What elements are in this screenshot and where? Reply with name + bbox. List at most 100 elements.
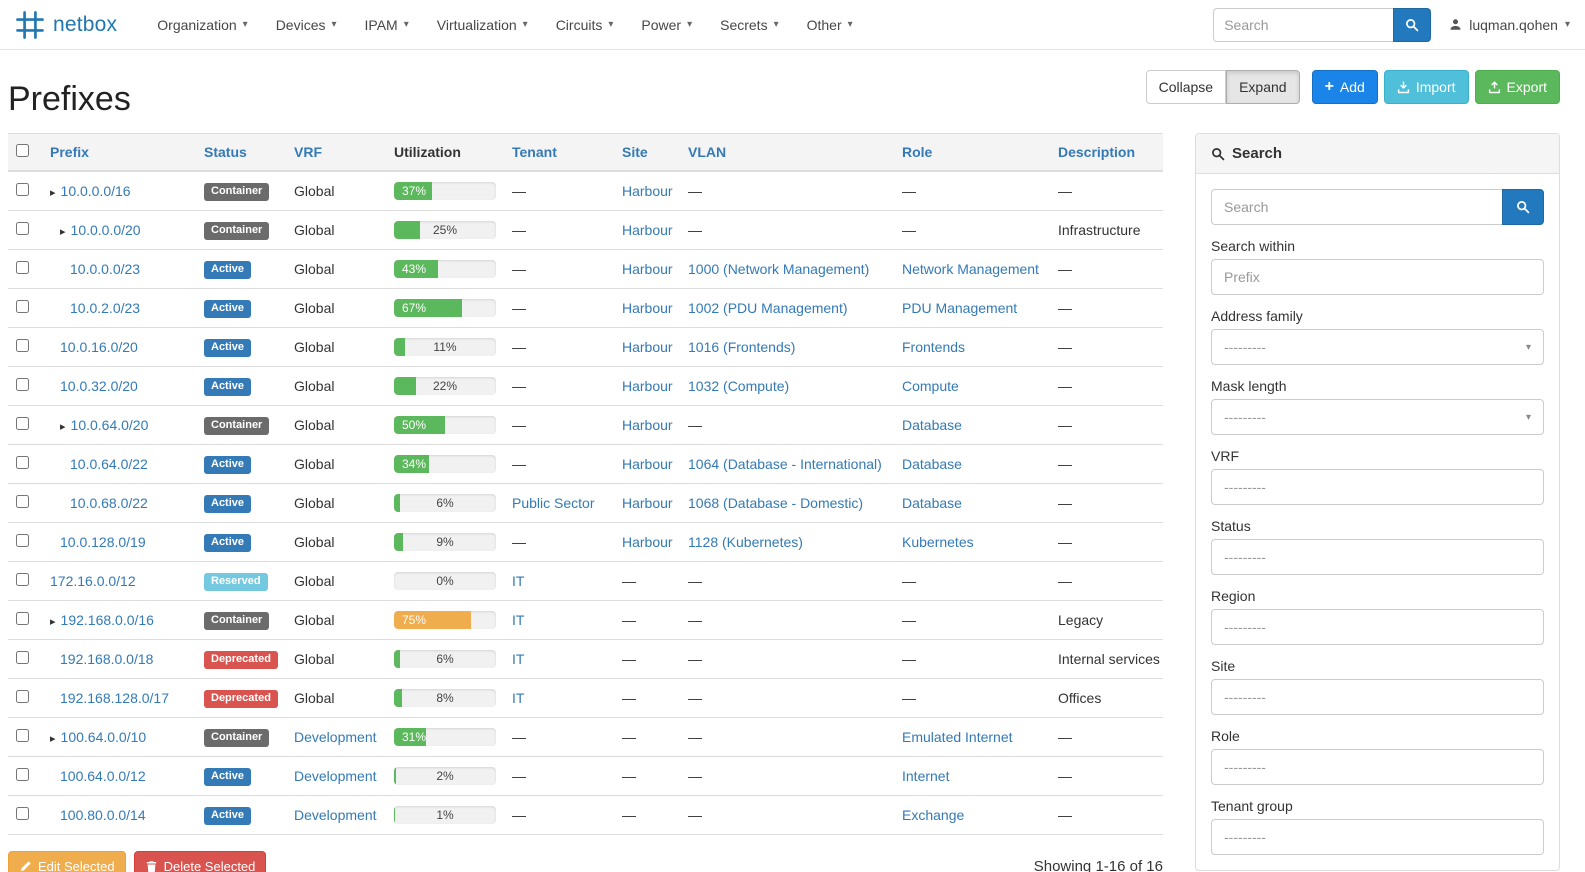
site-link[interactable]: Harbour <box>622 300 673 316</box>
row-checkbox[interactable] <box>16 456 29 469</box>
prefix-link[interactable]: 10.0.0.0/20 <box>70 222 141 238</box>
expand-toggle-icon[interactable]: ▸ <box>50 733 56 745</box>
nav-menu-organization[interactable]: Organization ▾ <box>143 0 261 50</box>
role-link[interactable]: Compute <box>902 378 959 394</box>
prefix-link[interactable]: 192.168.0.0/16 <box>60 612 154 628</box>
filter-input-vrf[interactable] <box>1211 469 1544 505</box>
navbar-search-input[interactable] <box>1213 7 1394 42</box>
expand-toggle-icon[interactable]: ▸ <box>60 421 66 433</box>
vlan-link[interactable]: 1016 (Frontends) <box>688 339 796 355</box>
nav-menu-power[interactable]: Power ▾ <box>627 0 706 50</box>
tenant-link[interactable]: IT <box>512 690 525 706</box>
filter-input-search-within[interactable] <box>1211 259 1544 295</box>
row-checkbox[interactable] <box>16 378 29 391</box>
filter-input-region[interactable] <box>1211 609 1544 645</box>
import-button[interactable]: Import <box>1383 70 1469 104</box>
prefix-link[interactable]: 192.168.0.0/18 <box>60 651 154 667</box>
prefix-link[interactable]: 100.64.0.0/10 <box>60 729 147 745</box>
expand-button[interactable]: Expand <box>1226 70 1300 104</box>
site-link[interactable]: Harbour <box>622 222 673 238</box>
vlan-link[interactable]: 1064 (Database - International) <box>688 456 882 472</box>
vlan-link[interactable]: 1032 (Compute) <box>688 378 790 394</box>
row-checkbox[interactable] <box>16 495 29 508</box>
role-link[interactable]: Database <box>902 417 962 433</box>
add-button[interactable]: + Add <box>1311 70 1378 104</box>
filter-input-site[interactable] <box>1211 679 1544 715</box>
delete-selected-button[interactable]: Delete Selected <box>133 851 267 872</box>
prefix-link[interactable]: 10.0.0.0/23 <box>70 261 141 277</box>
row-checkbox[interactable] <box>16 417 29 430</box>
column-header-prefix[interactable]: Prefix <box>42 133 196 172</box>
column-header-description[interactable]: Description <box>1050 133 1163 172</box>
prefix-link[interactable]: 172.16.0.0/12 <box>50 573 136 589</box>
nav-menu-ipam[interactable]: IPAM ▾ <box>351 0 423 50</box>
row-checkbox[interactable] <box>16 183 29 196</box>
nav-menu-circuits[interactable]: Circuits ▾ <box>542 0 628 50</box>
row-checkbox[interactable] <box>16 612 29 625</box>
column-header-vlan[interactable]: VLAN <box>680 133 894 172</box>
nav-menu-devices[interactable]: Devices ▾ <box>262 0 351 50</box>
vrf-link[interactable]: Development <box>294 729 377 745</box>
vrf-link[interactable]: Development <box>294 807 377 823</box>
vlan-link[interactable]: 1000 (Network Management) <box>688 261 870 277</box>
role-link[interactable]: Kubernetes <box>902 534 974 550</box>
site-link[interactable]: Harbour <box>622 261 673 277</box>
edit-selected-button[interactable]: Edit Selected <box>8 851 126 872</box>
row-checkbox[interactable] <box>16 573 29 586</box>
row-checkbox[interactable] <box>16 339 29 352</box>
site-link[interactable]: Harbour <box>622 183 673 199</box>
row-checkbox[interactable] <box>16 651 29 664</box>
role-link[interactable]: Internet <box>902 768 950 784</box>
user-menu[interactable]: luqman.qohen ▾ <box>1449 17 1570 33</box>
expand-toggle-icon[interactable]: ▸ <box>50 187 56 199</box>
role-link[interactable]: Database <box>902 495 962 511</box>
nav-menu-secrets[interactable]: Secrets ▾ <box>706 0 793 50</box>
vlan-link[interactable]: 1002 (PDU Management) <box>688 300 848 316</box>
prefix-link[interactable]: 10.0.16.0/20 <box>60 339 138 355</box>
prefix-link[interactable]: 10.0.2.0/23 <box>70 300 141 316</box>
role-link[interactable]: Network Management <box>902 261 1039 277</box>
prefix-link[interactable]: 100.64.0.0/12 <box>60 768 146 784</box>
filter-select-address-family[interactable]: --------- ▾ <box>1211 329 1544 365</box>
role-link[interactable]: Emulated Internet <box>902 729 1013 745</box>
nav-menu-other[interactable]: Other ▾ <box>793 0 867 50</box>
tenant-link[interactable]: IT <box>512 612 525 628</box>
prefix-link[interactable]: 10.0.32.0/20 <box>60 378 138 394</box>
filter-input-status[interactable] <box>1211 539 1544 575</box>
export-button[interactable]: Export <box>1474 70 1560 104</box>
row-checkbox[interactable] <box>16 222 29 235</box>
site-link[interactable]: Harbour <box>622 495 673 511</box>
site-link[interactable]: Harbour <box>622 339 673 355</box>
filter-search-button[interactable] <box>1502 189 1544 225</box>
column-header-site[interactable]: Site <box>614 133 680 172</box>
prefix-link[interactable]: 192.168.128.0/17 <box>60 690 169 706</box>
prefix-link[interactable]: 100.80.0.0/14 <box>60 807 146 823</box>
brand-link[interactable]: netbox <box>15 10 117 40</box>
tenant-link[interactable]: Public Sector <box>512 495 595 511</box>
prefix-link[interactable]: 10.0.64.0/22 <box>70 456 148 472</box>
prefix-link[interactable]: 10.0.68.0/22 <box>70 495 148 511</box>
filter-search-input[interactable] <box>1211 189 1502 225</box>
role-link[interactable]: Frontends <box>902 339 966 355</box>
navbar-search-button[interactable] <box>1393 7 1432 42</box>
column-header-role[interactable]: Role <box>894 133 1050 172</box>
vrf-link[interactable]: Development <box>294 768 377 784</box>
column-header-status[interactable]: Status <box>196 133 286 172</box>
expand-toggle-icon[interactable]: ▸ <box>50 616 56 628</box>
column-header-vrf[interactable]: VRF <box>286 133 386 172</box>
site-link[interactable]: Harbour <box>622 534 673 550</box>
vlan-link[interactable]: 1068 (Database - Domestic) <box>688 495 864 511</box>
tenant-link[interactable]: IT <box>512 651 525 667</box>
vlan-link[interactable]: 1128 (Kubernetes) <box>688 534 803 550</box>
site-link[interactable]: Harbour <box>622 378 673 394</box>
column-header-tenant[interactable]: Tenant <box>504 133 614 172</box>
row-checkbox[interactable] <box>16 261 29 274</box>
row-checkbox[interactable] <box>16 729 29 742</box>
filter-select-mask-length[interactable]: --------- ▾ <box>1211 399 1544 435</box>
row-checkbox[interactable] <box>16 534 29 547</box>
nav-menu-virtualization[interactable]: Virtualization ▾ <box>423 0 542 50</box>
row-checkbox[interactable] <box>16 690 29 703</box>
site-link[interactable]: Harbour <box>622 456 673 472</box>
prefix-link[interactable]: 10.0.64.0/20 <box>70 417 149 433</box>
expand-toggle-icon[interactable]: ▸ <box>60 226 66 238</box>
